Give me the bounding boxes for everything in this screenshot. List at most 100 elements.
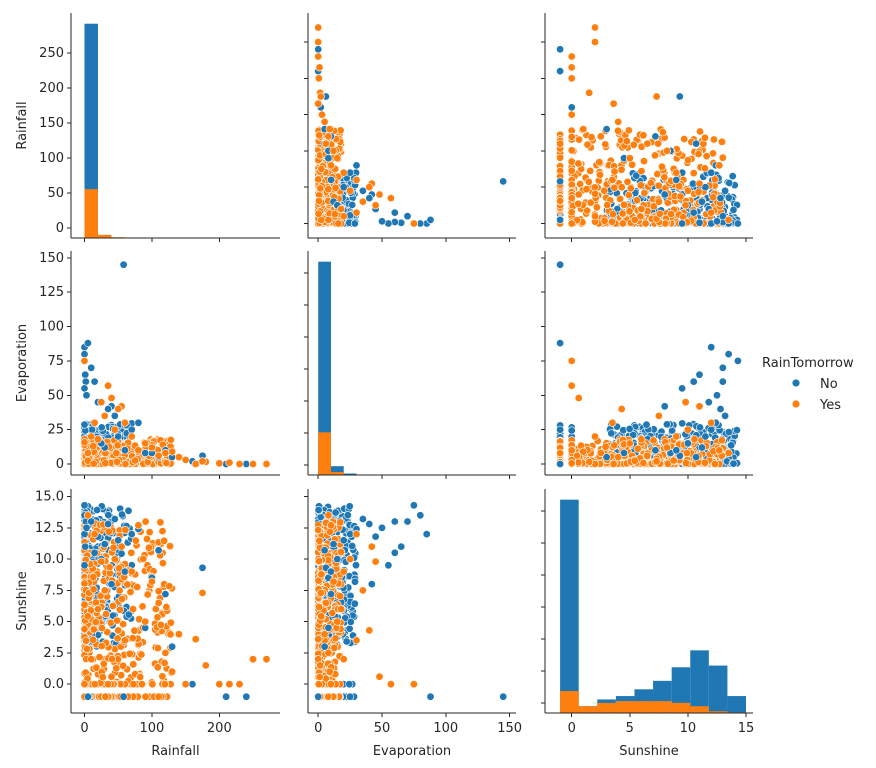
scatter-point-yes xyxy=(724,448,733,457)
scatter-point-yes xyxy=(684,156,693,165)
scatter-point-no xyxy=(689,208,698,217)
scatter-point-yes xyxy=(94,435,103,444)
scatter-point-yes xyxy=(90,530,99,539)
scatter-point-yes xyxy=(680,135,689,144)
scatter-point-yes xyxy=(154,598,163,607)
scatter-point-yes xyxy=(654,139,663,148)
ytick-label: 75 xyxy=(47,354,64,369)
yaxis-label-evaporation: Evaporation xyxy=(15,324,30,402)
scatter-point-yes xyxy=(89,585,98,594)
scatter-point-yes xyxy=(695,179,704,188)
scatter-point-yes xyxy=(201,661,210,670)
scatter-point-no xyxy=(110,514,119,523)
scatter-point-yes xyxy=(120,636,129,645)
scatter-point-yes xyxy=(102,609,111,618)
scatter-point-yes xyxy=(610,167,619,176)
scatter-point-no xyxy=(114,432,123,441)
scatter-point-yes xyxy=(168,667,177,676)
scatter-point-yes xyxy=(154,451,163,460)
scatter-point-yes xyxy=(262,655,271,664)
scatter-point-yes xyxy=(108,601,117,610)
scatter-point-yes xyxy=(139,554,148,563)
scatter-point-no xyxy=(314,45,323,54)
scatter-point-no xyxy=(692,139,701,148)
scatter-point-yes xyxy=(181,680,190,689)
scatter-point-yes xyxy=(643,139,652,148)
scatter-point-yes xyxy=(108,655,117,664)
panel-rainfall-vs-sunshine xyxy=(541,13,753,242)
scatter-point-yes xyxy=(316,92,325,101)
scatter-point-yes xyxy=(83,511,92,520)
scatter-point-no xyxy=(326,175,335,184)
scatter-point-no xyxy=(662,420,671,429)
scatter-point-yes xyxy=(630,456,639,465)
scatter-point-no xyxy=(556,67,565,76)
scatter-point-no xyxy=(342,637,351,646)
scatter-point-yes xyxy=(154,692,163,701)
scatter-point-yes xyxy=(89,625,98,634)
scatter-point-yes xyxy=(585,88,594,97)
scatter-point-no xyxy=(331,508,340,517)
ytick-label: 250 xyxy=(39,46,64,61)
scatter-point-yes xyxy=(643,451,652,460)
scatter-point-yes xyxy=(156,518,165,527)
scatter-point-yes xyxy=(622,137,631,146)
scatter-point-yes xyxy=(235,459,244,468)
scatter-point-no xyxy=(350,577,359,586)
scatter-point-yes xyxy=(567,446,576,455)
scatter-point-yes xyxy=(681,201,690,210)
scatter-point-yes xyxy=(654,411,663,420)
scatter-point-no xyxy=(324,154,333,163)
scatter-point-yes xyxy=(89,459,98,468)
scatter-point-yes xyxy=(637,435,646,444)
scatter-point-yes xyxy=(134,446,143,455)
scatter-point-yes xyxy=(100,586,109,595)
hist-bar-yes-rainfall-1 xyxy=(97,234,112,238)
scatter-point-yes xyxy=(80,356,89,365)
scatter-point-yes xyxy=(694,150,703,159)
scatter-point-yes xyxy=(83,612,92,621)
scatter-point-no xyxy=(348,541,357,550)
scatter-point-no xyxy=(343,511,352,520)
scatter-point-yes xyxy=(160,536,169,545)
yaxis-label-sunshine: Sunshine xyxy=(15,571,30,631)
scatter-point-yes xyxy=(717,436,726,445)
scatter-point-no xyxy=(345,502,354,511)
scatter-point-yes xyxy=(89,573,98,582)
scatter-point-no xyxy=(350,219,359,228)
scatter-point-no xyxy=(161,590,170,599)
scatter-point-yes xyxy=(129,660,138,669)
scatter-point-yes xyxy=(669,456,678,465)
scatter-point-yes xyxy=(590,37,599,46)
scatter-point-no xyxy=(242,692,251,701)
scatter-point-yes xyxy=(662,443,671,452)
scatter-point-yes xyxy=(80,600,89,609)
scatter-point-yes xyxy=(624,191,633,200)
scatter-point-yes xyxy=(624,126,633,135)
scatter-point-no xyxy=(695,218,704,227)
scatter-point-yes xyxy=(352,208,361,217)
scatter-point-yes xyxy=(162,602,171,611)
scatter-point-no xyxy=(168,642,177,651)
ytick-label: 12.5 xyxy=(35,521,64,536)
scatter-point-yes xyxy=(121,525,130,534)
scatter-point-no xyxy=(80,561,89,570)
scatter-point-no xyxy=(120,446,129,455)
scatter-point-yes xyxy=(317,164,326,173)
scatter-point-no xyxy=(660,402,669,411)
scatter-point-yes xyxy=(324,215,333,224)
scatter-point-yes xyxy=(104,381,113,390)
scatter-point-yes xyxy=(700,458,709,467)
scatter-point-yes xyxy=(158,672,167,681)
scatter-point-yes xyxy=(584,177,593,186)
scatter-point-no xyxy=(724,428,733,437)
scatter-point-no xyxy=(729,459,738,468)
scatter-point-yes xyxy=(90,418,99,427)
scatter-point-yes xyxy=(127,432,136,441)
scatter-point-yes xyxy=(314,99,323,108)
scatter-point-yes xyxy=(80,438,89,447)
panel-evaporation-vs-sunshine xyxy=(541,251,753,479)
scatter-point-yes xyxy=(352,175,361,184)
scatter-point-yes xyxy=(574,393,583,402)
xtick-label: 200 xyxy=(207,721,232,736)
